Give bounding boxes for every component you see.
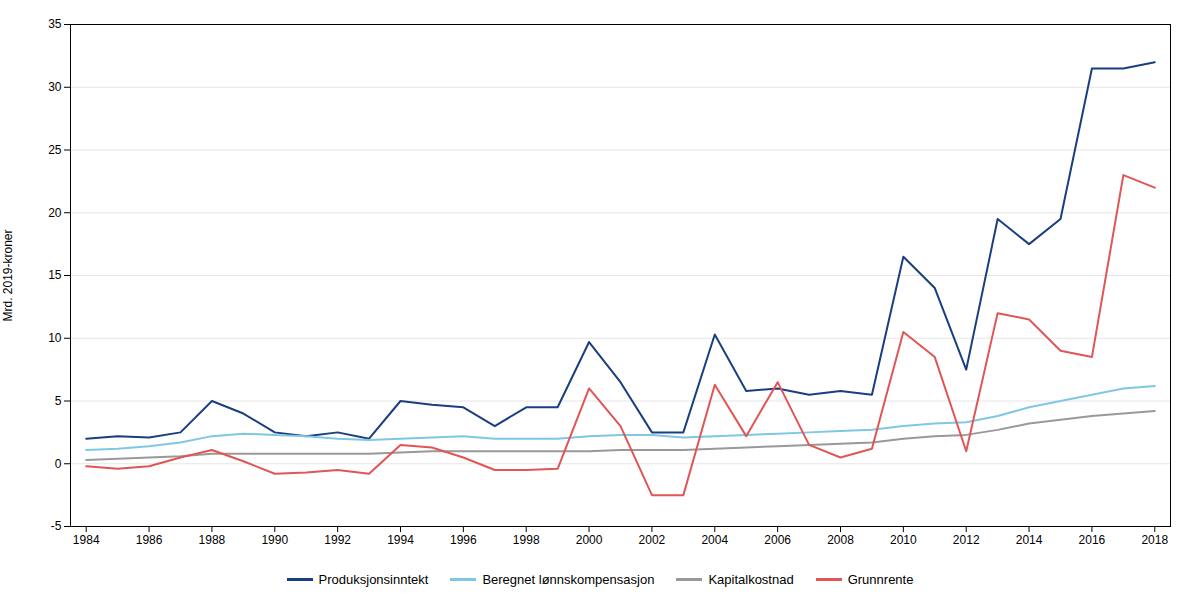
svg-text:2004: 2004	[701, 533, 728, 547]
html-text:Produksjonsinntekt: Produksjonsinntekt	[318, 572, 429, 587]
svg-text:1992: 1992	[324, 533, 351, 547]
svg-text:30: 30	[48, 80, 62, 94]
svg-text:1996: 1996	[450, 533, 477, 547]
svg-text:25: 25	[48, 143, 62, 157]
svg-text:Mrd. 2019-kroner: Mrd. 2019-kroner	[1, 229, 15, 321]
svg-text:2014: 2014	[1016, 533, 1043, 547]
svg-text:-5: -5	[51, 519, 62, 533]
svg-text:1998: 1998	[513, 533, 540, 547]
svg-text:1990: 1990	[261, 533, 288, 547]
html-text:Beregnet lønnskompensasjon: Beregnet lønnskompensasjon	[482, 572, 655, 587]
svg-text:35: 35	[48, 17, 62, 31]
svg-text:2006: 2006	[764, 533, 791, 547]
svg-text:1984: 1984	[73, 533, 100, 547]
svg-text:2012: 2012	[953, 533, 980, 547]
svg-text:0: 0	[55, 457, 62, 471]
svg-text:15: 15	[48, 268, 62, 282]
svg-text:2000: 2000	[576, 533, 603, 547]
svg-text:5: 5	[55, 394, 62, 408]
svg-text:2010: 2010	[890, 533, 917, 547]
svg-text:2002: 2002	[639, 533, 666, 547]
svg-text:1986: 1986	[136, 533, 163, 547]
svg-text:1988: 1988	[199, 533, 226, 547]
svg-text:2018: 2018	[1141, 533, 1168, 547]
svg-text:20: 20	[48, 206, 62, 220]
html-text:Kapitalkostnad: Kapitalkostnad	[708, 572, 794, 587]
svg-text:1994: 1994	[387, 533, 414, 547]
svg-text:10: 10	[48, 331, 62, 345]
svg-text:2016: 2016	[1079, 533, 1106, 547]
svg-text:2008: 2008	[827, 533, 854, 547]
html-text:Grunnrente: Grunnrente	[847, 572, 914, 587]
